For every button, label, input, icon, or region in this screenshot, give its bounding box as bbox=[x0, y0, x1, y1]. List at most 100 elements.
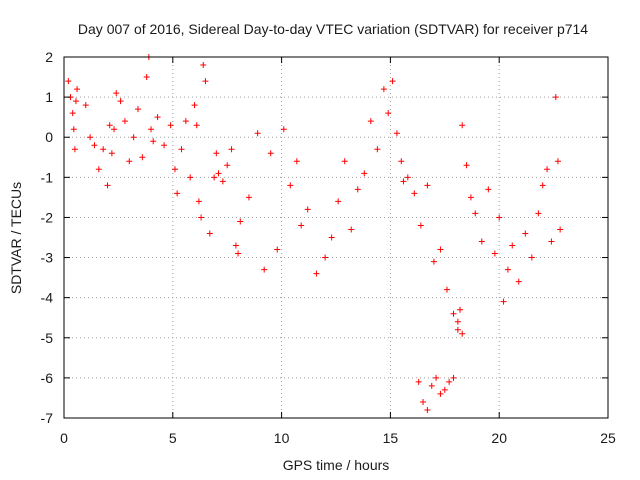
data-point bbox=[198, 214, 205, 221]
data-point bbox=[404, 174, 411, 181]
y-tick-label: -5 bbox=[41, 330, 54, 346]
data-point bbox=[467, 194, 474, 201]
data-point bbox=[100, 146, 107, 153]
data-point bbox=[224, 162, 231, 169]
y-tick-label: -6 bbox=[41, 370, 54, 386]
data-point bbox=[361, 170, 368, 177]
x-tick-label: 5 bbox=[169, 430, 177, 446]
data-point bbox=[348, 226, 355, 233]
data-point bbox=[411, 190, 418, 197]
data-point bbox=[274, 246, 281, 253]
data-point bbox=[430, 258, 437, 265]
data-point bbox=[535, 210, 542, 217]
x-tick-label: 20 bbox=[491, 430, 507, 446]
data-point bbox=[463, 162, 470, 169]
chart-title: Day 007 of 2016, Sidereal Day-to-day VTE… bbox=[78, 21, 588, 37]
data-point bbox=[522, 230, 529, 237]
data-point bbox=[254, 130, 261, 137]
data-point bbox=[293, 158, 300, 165]
data-point bbox=[174, 190, 181, 197]
data-point bbox=[459, 122, 466, 129]
data-point bbox=[322, 254, 329, 261]
data-point bbox=[134, 106, 141, 113]
data-point bbox=[557, 226, 564, 233]
data-point bbox=[171, 166, 178, 173]
data-point bbox=[367, 118, 374, 125]
data-point bbox=[393, 130, 400, 137]
data-point bbox=[206, 230, 213, 237]
data-point bbox=[472, 210, 479, 217]
data-point bbox=[261, 266, 268, 273]
data-point bbox=[500, 298, 507, 305]
data-point bbox=[552, 94, 559, 101]
data-point bbox=[193, 122, 200, 129]
data-point bbox=[459, 330, 466, 337]
data-point bbox=[91, 142, 98, 149]
data-point bbox=[143, 74, 150, 81]
data-point bbox=[167, 122, 174, 129]
data-point bbox=[437, 390, 444, 397]
y-tick-label: -2 bbox=[41, 209, 54, 225]
data-point bbox=[491, 250, 498, 257]
y-tick-label: 0 bbox=[45, 129, 53, 145]
data-point bbox=[450, 374, 457, 381]
data-point bbox=[335, 198, 342, 205]
data-point bbox=[515, 278, 522, 285]
data-point bbox=[437, 246, 444, 253]
data-point bbox=[104, 182, 111, 189]
grid bbox=[64, 57, 608, 418]
data-point bbox=[328, 234, 335, 241]
data-point bbox=[424, 406, 431, 413]
data-point bbox=[539, 182, 546, 189]
data-point bbox=[304, 206, 311, 213]
data-point bbox=[287, 182, 294, 189]
data-point bbox=[385, 110, 392, 117]
data-point bbox=[72, 98, 79, 105]
data-point bbox=[420, 398, 427, 405]
data-point bbox=[211, 174, 218, 181]
data-point bbox=[200, 62, 207, 69]
data-point bbox=[554, 158, 561, 165]
data-point bbox=[215, 170, 222, 177]
data-point bbox=[280, 126, 287, 133]
y-tick-label: 1 bbox=[45, 89, 53, 105]
data-point bbox=[544, 166, 551, 173]
data-point bbox=[139, 154, 146, 161]
data-point bbox=[298, 222, 305, 229]
data-point bbox=[428, 382, 435, 389]
data-point bbox=[195, 198, 202, 205]
data-point bbox=[496, 214, 503, 221]
data-point bbox=[443, 286, 450, 293]
data-point bbox=[374, 146, 381, 153]
data-point bbox=[69, 110, 76, 117]
y-tick-label: -1 bbox=[41, 169, 54, 185]
data-point bbox=[65, 78, 72, 85]
data-points bbox=[65, 54, 564, 413]
data-point bbox=[228, 146, 235, 153]
x-tick-label: 0 bbox=[60, 430, 68, 446]
data-point bbox=[130, 134, 137, 141]
data-point bbox=[457, 306, 464, 313]
data-point bbox=[341, 158, 348, 165]
data-point bbox=[111, 126, 118, 133]
y-tick-label: -3 bbox=[41, 250, 54, 266]
data-point bbox=[454, 318, 461, 325]
data-point bbox=[400, 178, 407, 185]
data-point bbox=[237, 218, 244, 225]
data-point bbox=[150, 138, 157, 145]
data-point bbox=[232, 242, 239, 249]
data-point bbox=[415, 378, 422, 385]
data-point bbox=[113, 90, 120, 97]
y-tick-label: -7 bbox=[41, 410, 54, 426]
data-point bbox=[389, 78, 396, 85]
data-point bbox=[398, 158, 405, 165]
data-point bbox=[95, 166, 102, 173]
data-point bbox=[267, 150, 274, 157]
data-point bbox=[74, 86, 81, 93]
data-point bbox=[178, 146, 185, 153]
data-point bbox=[213, 150, 220, 157]
data-point bbox=[441, 386, 448, 393]
x-tick-label: 25 bbox=[600, 430, 616, 446]
data-point bbox=[106, 122, 113, 129]
